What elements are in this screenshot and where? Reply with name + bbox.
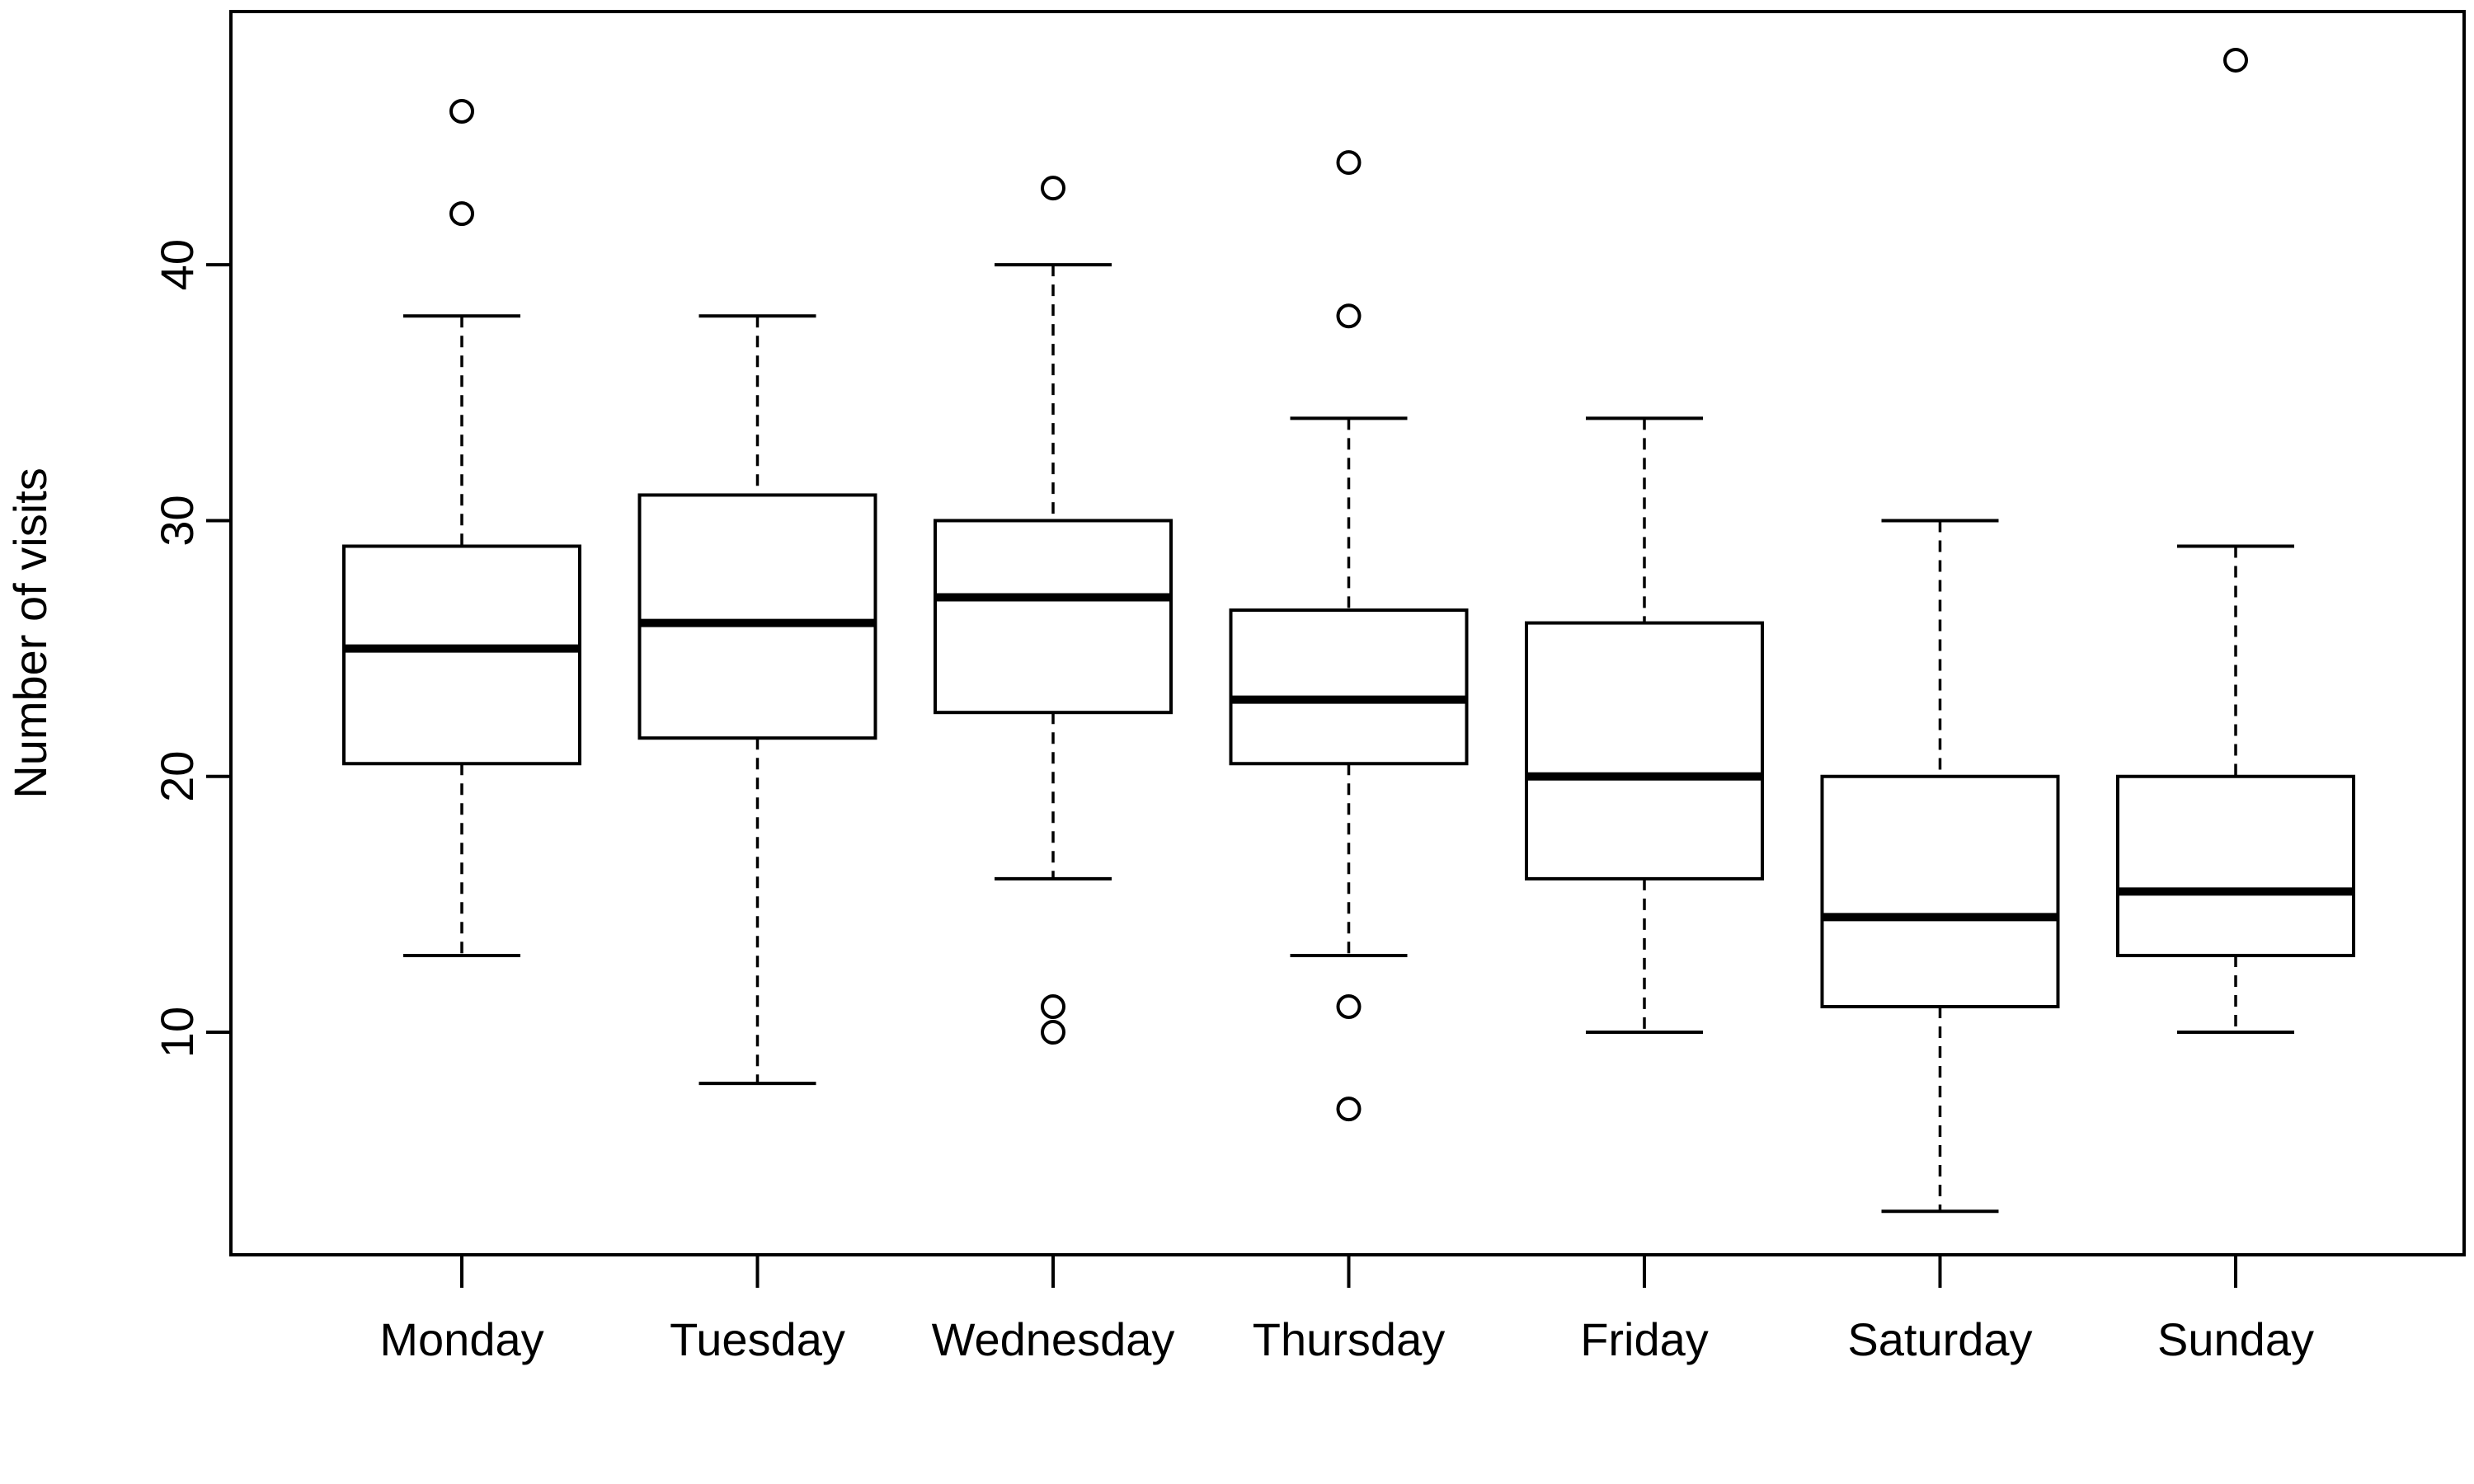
iqr-box — [342, 544, 581, 766]
y-axis-label: Number of visits — [4, 467, 56, 798]
x-axis: Monday Tuesday Wednesday Thursday Friday Satu… — [379, 1255, 2314, 1365]
x-tick-label: Friday — [1580, 1313, 1709, 1365]
x-tick-label: Saturday — [1847, 1313, 2032, 1365]
box-monday — [342, 99, 581, 957]
x-tick-label: Wednesday — [932, 1313, 1175, 1365]
x-tick-label: Sunday — [2157, 1313, 2314, 1365]
x-tick-label: Monday — [379, 1313, 543, 1365]
outlier-point — [449, 99, 474, 124]
box-saturday — [1820, 519, 2060, 1214]
x-tick-label: Tuesday — [670, 1313, 845, 1365]
outlier-point — [1336, 1097, 1362, 1122]
box-thursday — [1229, 150, 1469, 1122]
outlier-point — [1041, 1020, 1065, 1045]
iqr-box — [2116, 774, 2355, 957]
iqr-box — [934, 519, 1173, 715]
box-wednesday — [934, 176, 1173, 1045]
box-tuesday — [637, 314, 877, 1086]
outlier-point — [1336, 303, 1362, 329]
y-tick-label: 20 — [151, 751, 203, 802]
y-tick-label: 30 — [151, 495, 203, 546]
y-tick-label: 40 — [151, 239, 203, 290]
outlier-point — [1041, 994, 1065, 1020]
outlier-point — [2223, 47, 2248, 73]
outlier-point — [1336, 994, 1362, 1020]
x-tick-label: Thursday — [1253, 1313, 1445, 1365]
iqr-box — [637, 493, 877, 740]
outlier-point — [449, 201, 474, 227]
y-tick-label: 10 — [151, 1007, 203, 1058]
box-friday — [1525, 416, 1764, 1035]
iqr-box — [1820, 774, 2060, 1009]
outlier-point — [1041, 176, 1065, 201]
iqr-box — [1525, 621, 1764, 881]
boxes-layer — [342, 47, 2355, 1214]
box-sunday — [2116, 47, 2355, 1035]
iqr-box — [1229, 608, 1469, 766]
outlier-point — [1336, 150, 1362, 176]
y-axis: 10 20 30 40 — [151, 239, 231, 1058]
